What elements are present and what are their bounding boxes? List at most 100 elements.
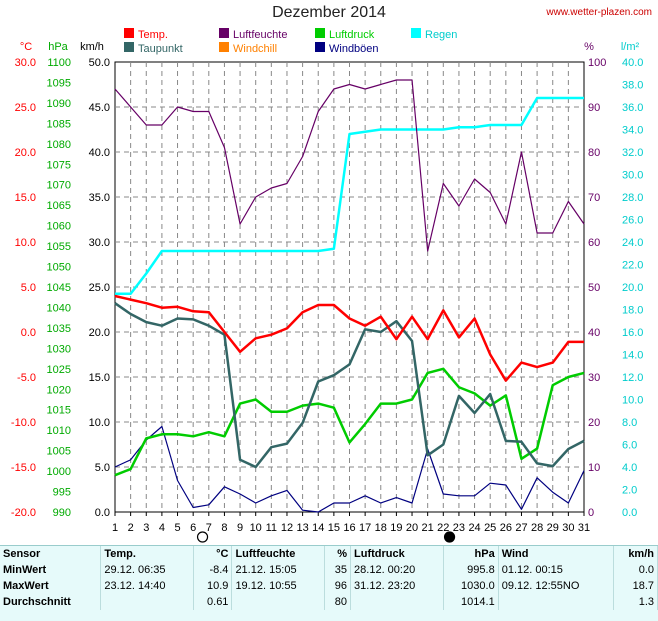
tick-label-rain: 38.0 <box>622 80 643 92</box>
tick-label-rain: 2.0 <box>622 485 637 497</box>
series-line <box>114 302 585 469</box>
stats-header-cell: Sensor <box>0 546 102 562</box>
axis-unit-wind: km/h <box>80 41 104 53</box>
tick-label-pressure: 1070 <box>47 180 71 192</box>
tick-label-rain: 18.0 <box>622 305 643 317</box>
x-tick-label: 13 <box>296 522 308 534</box>
x-tick-label: 5 <box>174 522 180 534</box>
tick-label-temp: -20.0 <box>11 507 36 519</box>
tick-label-temp: 15.0 <box>15 192 36 204</box>
tick-label-wind: 50.0 <box>89 57 110 69</box>
axis-unit-humidity: % <box>584 41 594 53</box>
tick-label-humidity: 0 <box>588 507 594 519</box>
full-moon-icon <box>196 531 209 543</box>
stats-cell: 23.12. 14:40 <box>100 578 194 594</box>
series-line <box>114 79 585 252</box>
site-url[interactable]: www.wetter-plazen.com <box>546 7 652 18</box>
axis-unit-temp: °C <box>20 41 32 53</box>
tick-label-pressure: 1060 <box>47 221 71 233</box>
tick-label-wind: 15.0 <box>89 372 110 384</box>
tick-label-wind: 0.0 <box>95 507 110 519</box>
legend-label: Regen <box>425 29 457 41</box>
tick-label-humidity: 60 <box>588 237 600 249</box>
stats-header-cell: Temp. <box>100 546 194 562</box>
legend-swatch <box>124 42 134 52</box>
x-tick-label: 14 <box>312 522 324 534</box>
x-tick-label: 7 <box>206 522 212 534</box>
tick-label-wind: 25.0 <box>89 282 110 294</box>
tick-label-pressure: 1010 <box>47 425 71 437</box>
stats-cell: 09.12. 12:55NO <box>498 578 614 594</box>
tick-label-wind: 35.0 <box>89 192 110 204</box>
stats-cell: 1.3 <box>613 594 658 610</box>
tick-label-rain: 4.0 <box>622 462 637 474</box>
stats-cell: 21.12. 15:05 <box>231 562 325 578</box>
legend-swatch <box>315 42 325 52</box>
tick-label-humidity: 100 <box>588 57 606 69</box>
legend-label: Luftdruck <box>329 29 375 41</box>
stats-panel: Sensor Temp. °C Luftfeuchte% Luftdruck hPa Win… <box>0 545 658 621</box>
x-tick-label: 2 <box>128 522 134 534</box>
tick-label-temp: 0.0 <box>21 327 36 339</box>
stats-cell: 01.12. 00:15 <box>498 562 614 578</box>
stats-header-cell: % <box>324 546 352 562</box>
x-tick-label: 1 <box>112 522 118 534</box>
legend-swatch <box>124 28 134 38</box>
x-tick-label: 15 <box>328 522 340 534</box>
tick-label-rain: 0.0 <box>622 507 637 519</box>
x-tick-label: 30 <box>562 522 574 534</box>
series-line <box>115 96 584 295</box>
tick-label-pressure: 1055 <box>47 241 71 253</box>
stats-cell: 29.12. 06:35 <box>100 562 194 578</box>
tick-label-temp: -5.0 <box>17 372 36 384</box>
x-tick-label: 17 <box>359 522 371 534</box>
x-tick-label: 20 <box>406 522 418 534</box>
stats-cell: 0.61 <box>193 594 233 610</box>
tick-label-temp: 20.0 <box>15 147 36 159</box>
tick-label-rain: 20.0 <box>622 282 643 294</box>
tick-label-pressure: 1005 <box>47 446 71 458</box>
tick-label-pressure: 1025 <box>47 364 71 376</box>
tick-label-humidity: 40 <box>588 327 600 339</box>
tick-label-rain: 12.0 <box>622 372 643 384</box>
tick-label-humidity: 30 <box>588 372 600 384</box>
tick-label-rain: 30.0 <box>622 170 643 182</box>
stats-header-cell: hPa <box>443 546 499 562</box>
legend-label: Taupunkt <box>138 43 183 55</box>
axis-unit-rain: l/m² <box>621 41 640 53</box>
stats-header-cell: Luftfeuchte <box>231 546 325 562</box>
new-moon-icon <box>443 531 456 543</box>
stats-cell: 28.12. 00:20 <box>350 562 444 578</box>
tick-label-humidity: 70 <box>588 192 600 204</box>
tick-label-wind: 40.0 <box>89 147 110 159</box>
x-tick-label: 10 <box>250 522 262 534</box>
tick-label-pressure: 1085 <box>47 118 71 130</box>
series-line <box>114 425 585 513</box>
tick-label-wind: 10.0 <box>89 417 110 429</box>
chart-title: Dezember 2014 <box>272 4 386 21</box>
tick-label-pressure: 1065 <box>47 200 71 212</box>
legend-label: Temp. <box>138 29 168 41</box>
legend-label: Windböen <box>329 43 379 55</box>
x-tick-label: 6 <box>190 522 196 534</box>
tick-label-rain: 34.0 <box>622 125 643 137</box>
stats-cell: 35 <box>324 562 352 578</box>
tick-label-pressure: 1090 <box>47 98 71 110</box>
legend-swatch <box>411 28 421 38</box>
stats-header-row: Sensor Temp. °C Luftfeuchte% Luftdruck hPa Win… <box>0 546 658 562</box>
stats-cell: 0.0 <box>613 562 658 578</box>
tick-label-rain: 26.0 <box>622 215 643 227</box>
x-tick-label: 8 <box>221 522 227 534</box>
tick-label-rain: 8.0 <box>622 417 637 429</box>
stats-cell <box>231 594 325 610</box>
tick-label-pressure: 995 <box>53 487 71 499</box>
tick-label-rain: 16.0 <box>622 327 643 339</box>
tick-label-temp: -15.0 <box>11 462 36 474</box>
stats-cell: MinWert <box>0 562 102 578</box>
tick-label-rain: 24.0 <box>622 237 643 249</box>
tick-label-pressure: 990 <box>53 507 71 519</box>
x-tick-label: 25 <box>484 522 496 534</box>
stats-header-cell: Luftdruck <box>350 546 444 562</box>
tick-label-rain: 28.0 <box>622 192 643 204</box>
x-tick-label: 23 <box>453 522 465 534</box>
